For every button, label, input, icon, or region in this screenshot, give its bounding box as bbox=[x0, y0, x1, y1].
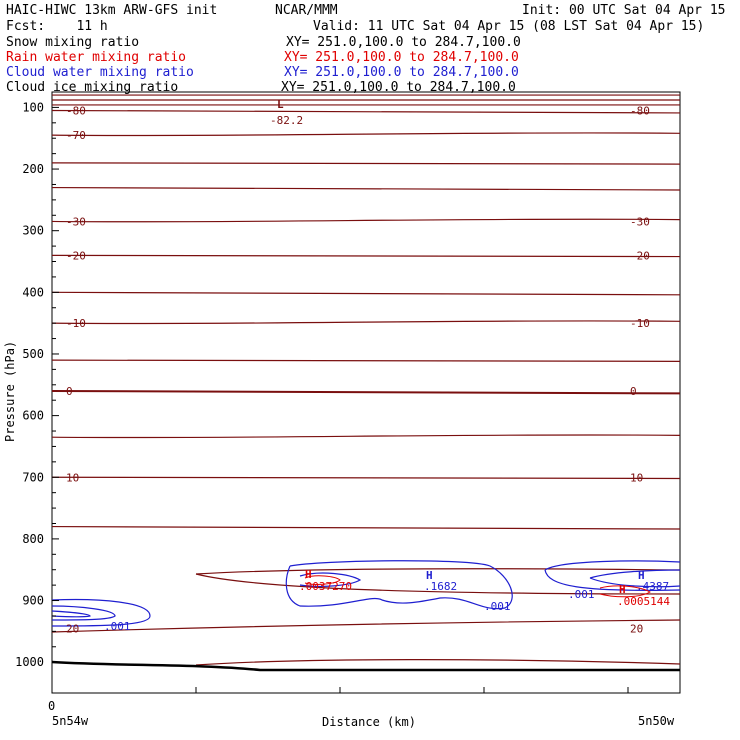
model-title: HAIC-HIWC 13km ARW-GFS init bbox=[6, 3, 217, 18]
legend-label: Rain water mixing ratio bbox=[6, 50, 186, 65]
temperature-contour bbox=[51, 162, 681, 165]
temperature-label: 10 bbox=[66, 471, 79, 484]
legend-xy: XY= 251.0,100.0 to 284.7,100.0 bbox=[284, 50, 519, 65]
cloud-water-contour bbox=[51, 598, 151, 627]
extreme-value: .1682 bbox=[424, 580, 457, 593]
temperature-contour bbox=[51, 186, 681, 191]
extreme-marker: H bbox=[426, 569, 433, 582]
y-tick-label: 400 bbox=[22, 285, 44, 299]
extreme-marker: H bbox=[305, 568, 312, 581]
y-tick-label: 600 bbox=[22, 409, 44, 423]
rain-contour bbox=[304, 575, 341, 585]
temperature-contour bbox=[51, 434, 681, 439]
forecast-hour: Fcst: 11 h bbox=[6, 19, 108, 34]
valid-time: Valid: 11 UTC Sat 04 Apr 15 (08 LST Sat … bbox=[313, 19, 704, 34]
contour-labels: -80 -80 -70 -30 -30 -20 -20 -10 -10 0 0 10 10 20 20 L -8… bbox=[66, 98, 670, 635]
legend: Snow mixing ratio XY= 251.0,100.0 to 284.… bbox=[6, 35, 521, 95]
cloud-water-contour bbox=[299, 572, 362, 587]
temperature-label: 0 bbox=[66, 385, 73, 398]
temperature-contour bbox=[51, 359, 681, 362]
temperature-label: -30 bbox=[66, 215, 86, 228]
temperature-contour bbox=[51, 476, 681, 480]
extreme-marker: H bbox=[619, 583, 626, 596]
extreme-marker: L bbox=[277, 98, 284, 111]
cloud-water-contour bbox=[544, 560, 681, 571]
temperature-contour bbox=[51, 132, 681, 137]
cloud-water-contour bbox=[589, 569, 681, 579]
temperature-label: 0 bbox=[630, 385, 637, 398]
temperature-contour bbox=[51, 291, 681, 296]
legend-label: Cloud water mixing ratio bbox=[6, 65, 194, 80]
rain-contour bbox=[599, 585, 651, 598]
y-tick-label: 200 bbox=[22, 162, 44, 176]
extreme-marker: H bbox=[638, 569, 645, 582]
y-axis-title: Pressure (hPa) bbox=[3, 341, 17, 442]
legend-xy: XY= 251.0,100.0 to 284.7,100.0 bbox=[281, 80, 516, 95]
temperature-label: -80 bbox=[630, 104, 650, 117]
temperature-contours bbox=[51, 94, 681, 672]
y-tick-label: 700 bbox=[22, 470, 44, 484]
org-label: NCAR/MMM bbox=[275, 3, 338, 18]
temperature-label: 20 bbox=[66, 622, 79, 635]
legend-label: Snow mixing ratio bbox=[6, 35, 139, 50]
cloud-water-label: .001 bbox=[104, 620, 131, 633]
x-tick-label: 0 bbox=[48, 699, 55, 713]
x-axis-title: Distance (km) bbox=[322, 715, 416, 729]
temperature-contour bbox=[51, 218, 681, 223]
y-tick-label: 100 bbox=[22, 100, 44, 114]
legend-xy: XY= 251.0,100.0 to 284.7,100.0 bbox=[284, 65, 519, 80]
extreme-value: .0037270 bbox=[299, 580, 352, 593]
temperature-contour bbox=[195, 573, 681, 595]
temperature-label: 10 bbox=[630, 471, 643, 484]
temperature-contour bbox=[51, 389, 681, 395]
cloud-water-contour bbox=[285, 560, 513, 610]
extreme-value: -82.2 bbox=[270, 114, 303, 127]
init-time: Init: 00 UTC Sat 04 Apr 15 bbox=[522, 3, 726, 18]
y-tick-label: 900 bbox=[22, 594, 44, 608]
temperature-contour bbox=[51, 619, 681, 633]
extreme-value: .0005144 bbox=[617, 595, 670, 608]
temperature-label: -80 bbox=[66, 104, 86, 117]
y-tick-label: 500 bbox=[22, 347, 44, 361]
cloud-water-label: .001 bbox=[484, 600, 511, 613]
y-tick-label: 800 bbox=[22, 532, 44, 546]
temperature-contour bbox=[51, 109, 681, 114]
cloud-water-contour bbox=[544, 569, 681, 591]
extreme-value: .4387 bbox=[636, 580, 669, 593]
temperature-label: 20 bbox=[630, 622, 643, 635]
temperature-label: -20 bbox=[630, 249, 650, 262]
temperature-contour bbox=[195, 568, 681, 575]
temperature-label: -30 bbox=[630, 215, 650, 228]
temperature-label: -10 bbox=[66, 317, 86, 330]
temperature-label: -10 bbox=[630, 317, 650, 330]
y-tick-label: 1000 bbox=[15, 655, 44, 669]
legend-label: Cloud ice mixing ratio bbox=[6, 80, 178, 95]
cloud-water-contour bbox=[589, 577, 681, 588]
x-endpoint-left: 5n54w bbox=[52, 714, 89, 728]
temperature-label: -20 bbox=[66, 249, 86, 262]
temperature-contour bbox=[51, 320, 681, 325]
temperature-contour bbox=[195, 659, 681, 666]
x-endpoint-right: 5n50w bbox=[638, 714, 675, 728]
legend-xy: XY= 251.0,100.0 to 284.7,100.0 bbox=[286, 35, 521, 50]
rain-contours bbox=[304, 575, 651, 598]
y-tick-label: 300 bbox=[22, 224, 44, 238]
temperature-contour bbox=[51, 254, 681, 258]
ground-surface bbox=[51, 660, 680, 672]
temperature-label: -70 bbox=[66, 129, 86, 142]
temperature-contour bbox=[51, 525, 681, 530]
cloud-water-contour bbox=[51, 610, 91, 618]
cloud-water-contour bbox=[51, 605, 116, 621]
cloud-water-label: .001 bbox=[568, 588, 595, 601]
cloud-water-contours bbox=[51, 560, 681, 627]
